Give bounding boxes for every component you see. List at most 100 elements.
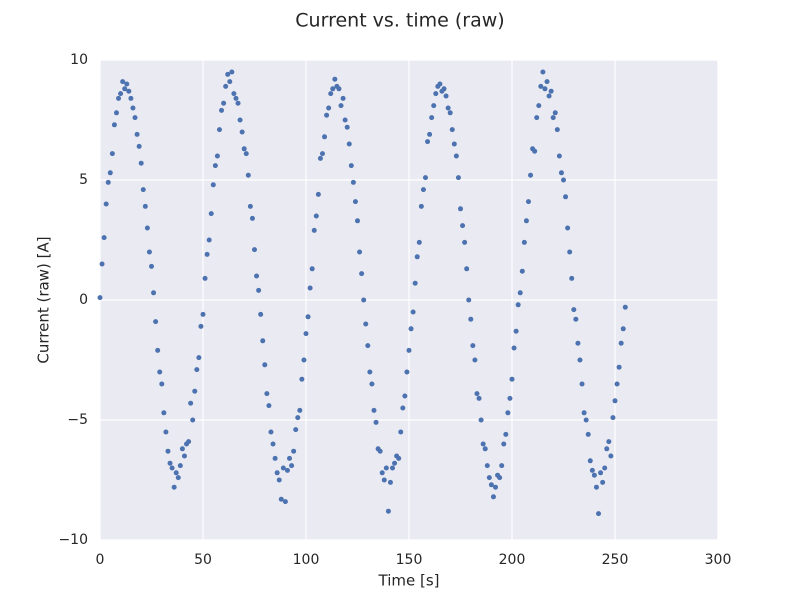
point [171, 484, 177, 490]
point [357, 249, 363, 255]
point [134, 131, 140, 137]
point [287, 455, 293, 461]
point [284, 467, 290, 473]
point [521, 239, 527, 245]
point [151, 290, 157, 296]
chart-title: Current vs. time (raw) [295, 10, 504, 32]
point [517, 290, 523, 296]
point [103, 201, 109, 207]
point [237, 117, 243, 123]
point [583, 417, 589, 423]
point [105, 179, 111, 185]
point [243, 151, 249, 157]
point [569, 275, 575, 281]
point [340, 95, 346, 101]
point [116, 95, 122, 101]
point [511, 345, 517, 351]
point [278, 496, 284, 502]
point [612, 398, 618, 404]
point [400, 405, 406, 411]
point [490, 494, 496, 500]
point [109, 151, 115, 157]
point [181, 453, 187, 459]
point [179, 446, 185, 452]
point [476, 395, 482, 401]
point [410, 309, 416, 315]
point [571, 307, 577, 313]
point [579, 381, 585, 387]
x-tick-label: 150 [396, 552, 423, 568]
point [214, 153, 220, 159]
point [192, 388, 198, 394]
x-tick-label: 250 [602, 552, 629, 568]
point [266, 403, 272, 409]
point [227, 79, 233, 85]
point [534, 115, 540, 121]
point [462, 239, 468, 245]
point [97, 295, 103, 301]
point [591, 472, 597, 478]
point [604, 446, 610, 452]
point [309, 266, 315, 272]
point [418, 203, 424, 209]
point [136, 143, 142, 149]
point [208, 211, 214, 217]
point [359, 271, 365, 277]
point [297, 407, 303, 413]
point [429, 115, 435, 121]
point [371, 407, 377, 413]
point [254, 273, 260, 279]
point [307, 285, 313, 291]
point [198, 323, 204, 329]
point [111, 122, 117, 128]
point [519, 268, 525, 274]
point [342, 117, 348, 123]
point [427, 131, 433, 137]
point [472, 357, 478, 363]
point [536, 103, 542, 109]
point [268, 429, 274, 435]
point [113, 110, 119, 116]
point [188, 400, 194, 406]
point [355, 218, 360, 224]
point [128, 95, 134, 101]
point [313, 213, 319, 219]
point [575, 340, 581, 346]
point [385, 508, 391, 514]
point [585, 431, 591, 437]
point [381, 477, 387, 483]
point [499, 463, 505, 469]
point [365, 343, 371, 349]
point [453, 153, 459, 159]
point [258, 311, 264, 317]
point [233, 95, 239, 101]
point [482, 446, 488, 452]
point [528, 172, 534, 178]
point [165, 448, 171, 454]
point [204, 251, 210, 257]
y-tick-label: −10 [58, 532, 88, 548]
point [235, 100, 241, 106]
point [344, 124, 350, 130]
point [272, 455, 278, 461]
x-axis-label: Time [s] [378, 572, 440, 590]
point [118, 91, 124, 97]
point [322, 134, 328, 140]
point [194, 367, 200, 373]
point [398, 429, 404, 435]
point [101, 235, 107, 241]
point [132, 115, 138, 121]
point [352, 199, 358, 205]
point [124, 81, 130, 87]
point [402, 393, 408, 399]
point [155, 347, 161, 353]
point [130, 105, 136, 111]
point [326, 105, 332, 111]
point [460, 223, 466, 229]
point [282, 499, 288, 505]
point [239, 129, 245, 135]
point [369, 381, 375, 387]
point [348, 163, 354, 169]
point [412, 280, 418, 286]
x-tick-label: 300 [705, 552, 732, 568]
